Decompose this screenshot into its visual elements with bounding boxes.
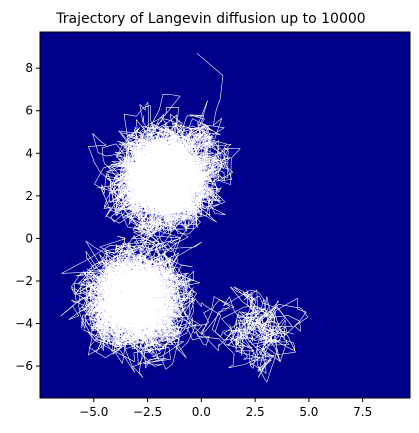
x-tick-label: 2.5 bbox=[246, 405, 265, 419]
y-tick-label: 2 bbox=[25, 189, 33, 203]
y-tick-label: −4 bbox=[15, 317, 33, 331]
y-axis: −6 −4 −2 0 2 4 6 8 bbox=[15, 61, 40, 373]
y-tick-label: 0 bbox=[25, 231, 33, 245]
plot-background bbox=[40, 32, 410, 398]
y-tick-label: −6 bbox=[15, 359, 33, 373]
y-tick-label: −2 bbox=[15, 274, 33, 288]
y-tick-label: 8 bbox=[25, 61, 33, 75]
x-tick-label: −2.5 bbox=[133, 405, 162, 419]
y-tick-label: 6 bbox=[25, 104, 33, 118]
plot-frame bbox=[39, 31, 411, 399]
y-tick-label: 4 bbox=[25, 146, 33, 160]
x-tick-label: 0.0 bbox=[192, 405, 211, 419]
chart-title: Trajectory of Langevin diffusion up to 1… bbox=[55, 11, 365, 27]
x-tick-label: −5.0 bbox=[79, 405, 108, 419]
x-tick-label: 7.5 bbox=[353, 405, 372, 419]
x-axis: −5.0 −2.5 0.0 2.5 5.0 7.5 bbox=[79, 398, 372, 419]
trajectory-path bbox=[60, 53, 309, 383]
x-tick-label: 5.0 bbox=[299, 405, 318, 419]
trajectory bbox=[55, 53, 324, 388]
